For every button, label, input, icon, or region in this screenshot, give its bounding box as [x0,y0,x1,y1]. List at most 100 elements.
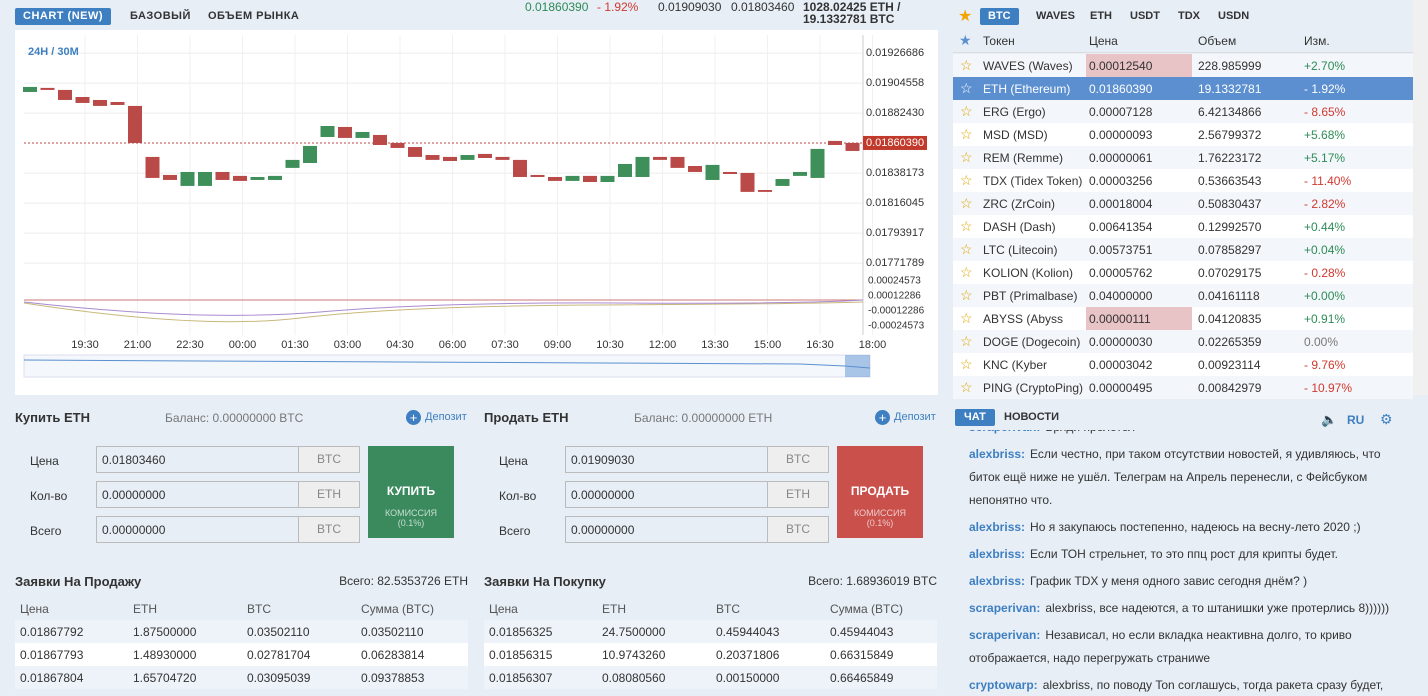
chat-user[interactable]: scraperivan: [969,628,1041,642]
candle-body [268,175,282,180]
market-tab[interactable]: BTC [980,8,1019,25]
candle-body [670,156,685,168]
candle-body [355,131,370,138]
deposit-link[interactable]: Депозит [425,411,467,423]
row-star: ☆ [960,172,973,188]
chat-message: alexbriss: Если ТОН стрельнет, то это ппц… [969,543,1394,566]
view-tab[interactable]: БАЗОВЫЙ [130,10,191,22]
chat-user[interactable]: cryptowarp: [969,678,1038,692]
last-price-label: 0.01860390 [866,137,924,149]
book-header: BTC [716,602,740,616]
row-star: ☆ [960,310,973,326]
view-tab[interactable]: CHART (NEW) [15,8,112,25]
market-cell: +5.68% [1304,128,1346,142]
deposit-icon[interactable]: + [875,410,890,425]
market-row[interactable] [953,169,1413,192]
candle-body [233,175,247,181]
book-row[interactable] [484,620,937,643]
market-row[interactable] [953,146,1413,169]
price-flash [1086,307,1192,330]
column-header[interactable]: Токен [983,34,1015,48]
field-label: Кол-во [30,489,68,503]
market-row[interactable] [953,192,1413,215]
x-tick-label: 21:00 [124,339,152,351]
x-tick-label: 07:30 [491,339,519,351]
row-star: ☆ [960,103,973,119]
market-cell: 0.07029175 [1198,266,1262,280]
market-tab[interactable]: USDN [1218,10,1250,22]
submit-button[interactable]: КУПИТЬ КОМИССИЯ (0.1%) [368,446,454,538]
column-header[interactable]: Цена [1089,34,1118,48]
candle-body [40,87,55,90]
view-tab[interactable]: ОБЪЕМ РЫНКА [208,10,300,22]
market-row[interactable] [953,376,1413,399]
candle-body [775,179,790,186]
market-tab[interactable]: WAVES [1036,10,1075,22]
chat-user[interactable]: alexbriss: [969,574,1026,588]
row-star: ☆ [960,287,973,303]
book-row[interactable] [15,666,468,689]
candle-body [425,155,440,160]
book-cell: 0.03502110 [247,625,310,639]
market-cell: 0.00573751 [1089,243,1153,257]
chat-tab[interactable]: НОВОСТИ [1004,411,1060,423]
low-price: 0.01803460 [731,0,795,14]
market-row[interactable] [953,215,1413,238]
book-cell: 0.20371806 [716,648,780,662]
market-tab[interactable]: TDX [1178,10,1200,22]
column-header[interactable]: Изм. [1304,34,1330,48]
book-row[interactable] [15,620,468,643]
deposit-link[interactable]: Депозит [894,411,936,423]
market-row[interactable] [953,123,1413,146]
book-row[interactable] [15,643,468,666]
market-tab[interactable]: ETH [1090,10,1112,22]
candle-body [635,156,650,177]
interval-label: 24H / 30M [28,46,79,58]
book-row[interactable] [484,643,937,666]
fee: (0.1%) [866,518,894,528]
lang-select[interactable]: RU [1347,413,1365,427]
candle-body [215,171,230,180]
market-row[interactable] [953,261,1413,284]
market-cell: 0.04000000 [1089,289,1153,303]
last-price: 0.01860390 [525,0,589,14]
x-tick-label: 18:00 [859,339,887,351]
chat-user[interactable]: alexbriss: [969,547,1026,561]
mute-icon[interactable]: 🔈 [1321,412,1338,427]
row-star: ☆ [960,241,973,257]
candle-body [513,159,527,177]
chat-user[interactable]: scraperivan: [969,430,1040,434]
chat-message: scraperivan: Вряди пролетел [969,430,1394,439]
chat-tab[interactable]: ЧАТ [955,409,995,426]
book-row[interactable] [484,666,937,689]
chat-message: scraperivan: alexbriss, все надеются, а т… [969,597,1394,620]
fee: (0.1%) [397,518,425,528]
column-header[interactable]: Объем [1198,34,1237,48]
market-row[interactable] [953,353,1413,376]
x-tick-label: 10:30 [596,339,624,351]
market-row[interactable] [953,330,1413,353]
market-row[interactable] [953,100,1413,123]
chat-text: Если ТОН стрельнет, то это ппц рост для … [1030,547,1338,561]
input-value: 0.00000000 [102,488,166,502]
market-row[interactable] [953,77,1413,100]
chat-user[interactable]: scraperivan: [969,601,1041,615]
chat-user[interactable]: alexbriss: [969,447,1026,461]
unit-box: ETH [767,481,829,508]
row-star: ☆ [960,333,973,349]
submit-button[interactable]: ПРОДАТЬ КОМИССИЯ (0.1%) [837,446,923,538]
chat-text: Но я закупаюсь постепенно, надеюсь на ве… [1030,520,1361,534]
deposit-icon[interactable]: + [406,410,421,425]
chat-message: alexbriss: График TDX у меня одного завис… [969,570,1394,593]
market-row[interactable] [953,284,1413,307]
book-cell: 0.01867804 [20,671,84,685]
chat-text: alexbriss, все надеются, а то штанишки у… [1045,601,1390,615]
candle-body [460,155,475,160]
market-row[interactable] [953,238,1413,261]
market-cell: 6.42134866 [1198,105,1262,119]
chat-user[interactable]: alexbriss: [969,520,1026,534]
settings-icon[interactable]: ⚙ [1380,411,1393,427]
market-cell: 0.07858297 [1198,243,1262,257]
market-tab[interactable]: USDT [1130,10,1160,22]
market-cell: 0.12992570 [1198,220,1262,234]
